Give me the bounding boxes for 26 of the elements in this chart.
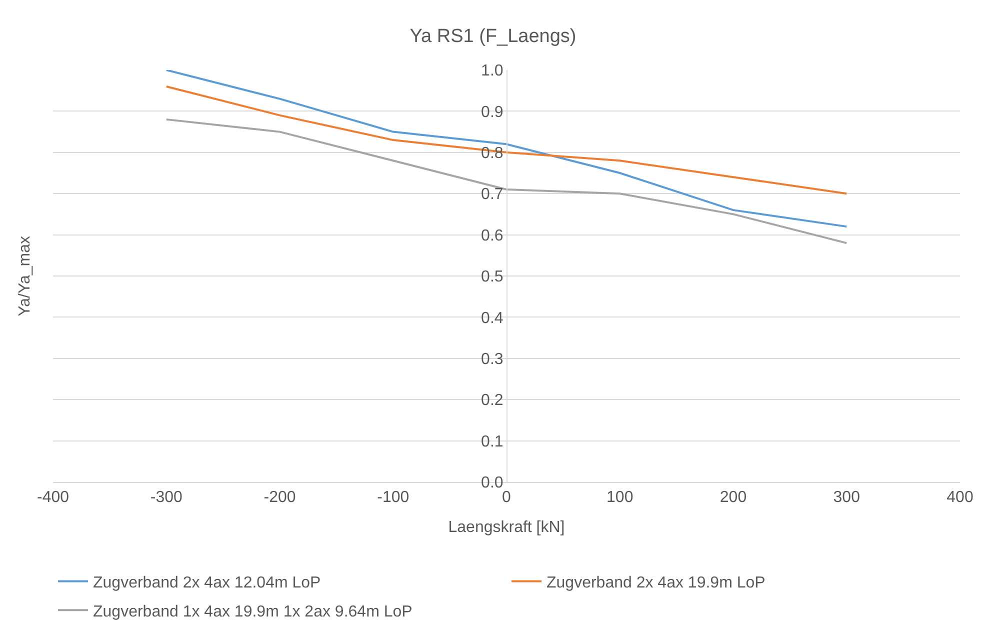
- x-tick-label: 200: [720, 489, 747, 506]
- x-tick-label: -300: [150, 489, 182, 506]
- x-tick-label: -100: [377, 489, 410, 506]
- y-tick-label: 0.5: [481, 268, 504, 286]
- line-series: [165, 118, 848, 244]
- legend-label: Zugverband 2x 4ax 12.04m LoP: [93, 574, 321, 592]
- legend-label: Zugverband 2x 4ax 19.9m LoP: [546, 574, 766, 592]
- x-tick-label: -200: [264, 489, 296, 506]
- y-tick-label: 0.2: [481, 392, 504, 410]
- y-tick-label: 0.6: [481, 227, 504, 244]
- y-tick-label: 0.7: [481, 186, 504, 204]
- x-tick-label: -400: [36, 489, 70, 506]
- y-tick-label: 0.4: [481, 310, 504, 327]
- x-tick-label: 400: [946, 489, 974, 506]
- y-tick-label: 0.0: [481, 474, 504, 492]
- x-axis-title: Laengskraft [kN]: [448, 518, 565, 536]
- x-tick-label: 0: [502, 489, 512, 506]
- y-tick-label: 0.3: [481, 351, 504, 368]
- y-axis-title: Ya/Ya_max: [16, 236, 34, 316]
- chart-title: Ya RS1 (F_Laengs): [410, 26, 576, 48]
- y-tick-label: 1.0: [481, 62, 504, 80]
- x-tick-label: 300: [833, 489, 860, 506]
- y-tick-label: 0.1: [481, 433, 504, 450]
- y-tick-label: 0.9: [481, 104, 504, 121]
- legend-label: Zugverband 1x 4ax 19.9m 1x 2ax 9.64m LoP: [93, 603, 412, 620]
- x-tick-label: 100: [606, 489, 634, 506]
